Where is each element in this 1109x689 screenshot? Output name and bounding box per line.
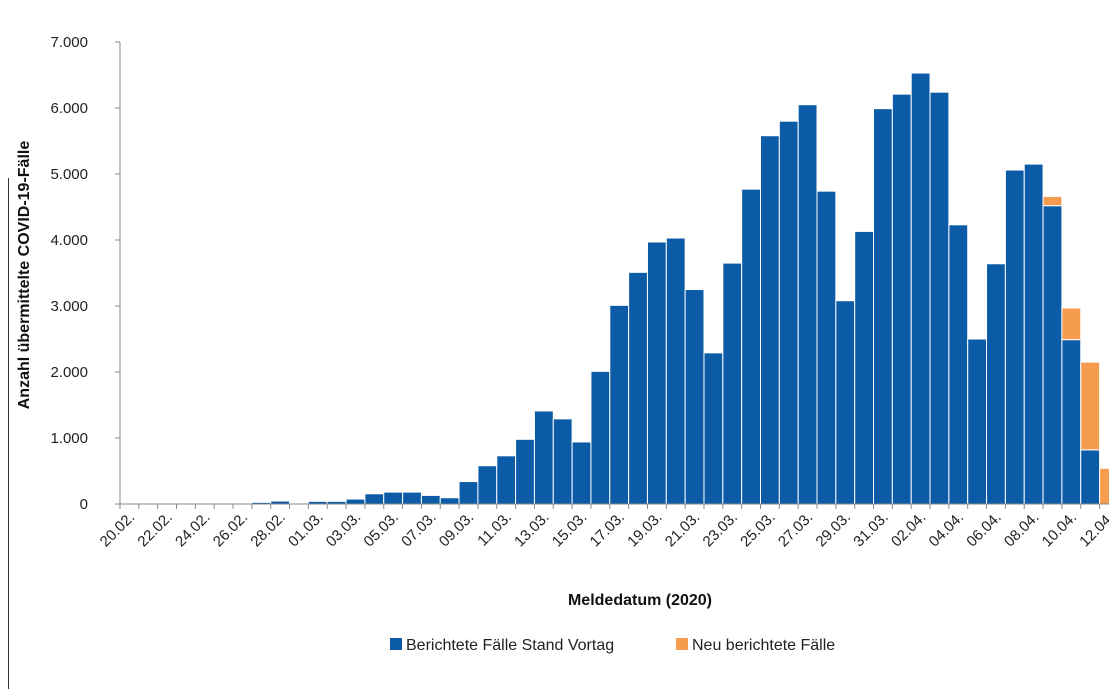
x-tick-label: 28.02. [247, 509, 289, 551]
bar-reported-23.03. [722, 262, 743, 505]
bar-reported-29.03. [835, 300, 856, 505]
x-tick-label: 15.03. [549, 509, 591, 551]
y-axis: 0 1.000 2.000 3.000 4.000 5.000 6.000 7.000 [50, 34, 121, 513]
bar-reported-11.03. [496, 455, 517, 505]
y-tick-label: 7.000 [50, 34, 88, 51]
y-tick-label: 0 [80, 496, 88, 513]
x-axis-title: Meldedatum (2020) [568, 592, 712, 609]
y-tick-label: 5.000 [50, 166, 88, 183]
bar-reported-24.03. [741, 188, 761, 505]
y-tick-label: 1.000 [50, 430, 88, 447]
y-tick-label: 6.000 [50, 100, 88, 117]
bar-reported-19.03. [646, 241, 667, 505]
bar-reported-04.04. [948, 224, 969, 505]
bar-reported-26.03. [778, 120, 799, 505]
bar-reported-28.03. [816, 190, 837, 505]
bar-reported-05.04. [967, 338, 988, 505]
bar-new-09.04. [1042, 195, 1063, 207]
bar-reported-08.04. [1023, 163, 1044, 505]
x-tick-label: 08.04. [1001, 509, 1043, 551]
x-tick-label: 07.03. [398, 509, 440, 551]
bar-reported-07.03. [420, 494, 441, 505]
bar-reported-31.03. [873, 108, 893, 505]
bar-reported-21.03. [684, 289, 705, 505]
x-tick-label: 17.03. [587, 509, 629, 551]
bars-layer [157, 72, 1109, 505]
x-tick-label: 29.03. [813, 509, 855, 551]
bar-reported-04.03. [364, 493, 385, 505]
bar-reported-06.03. [402, 491, 422, 505]
bar-reported-08.03. [439, 497, 460, 505]
left-frame-line [8, 178, 9, 689]
y-tick-label: 2.000 [50, 364, 88, 381]
bar-reported-16.03. [590, 370, 611, 505]
bar-reported-17.03. [609, 304, 630, 505]
bar-new-12.04. [1099, 467, 1109, 505]
bar-reported-18.03. [628, 271, 648, 505]
y-tick-label: 4.000 [50, 232, 88, 249]
y-axis-title: Anzahl übermittelte COVID-19-Fälle [16, 141, 33, 410]
x-tick-label: 13.03. [511, 509, 553, 551]
bar-reported-09.04. [1042, 205, 1063, 505]
bar-reported-22.03. [703, 352, 724, 505]
bar-reported-30.03. [854, 230, 875, 505]
x-tick-label: 05.03. [360, 509, 402, 551]
bar-reported-01.04. [891, 93, 912, 505]
x-tick-label: 11.03. [474, 509, 515, 550]
bar-reported-02.04. [910, 72, 931, 505]
x-tick-label: 21.03. [662, 509, 704, 551]
bar-reported-15.03. [571, 441, 592, 505]
x-tick-label: 19.03. [624, 509, 666, 551]
x-tick-label: 06.04. [963, 509, 1005, 551]
bar-reported-03.04. [929, 91, 950, 505]
bar-reported-12.03. [515, 438, 535, 505]
legend-swatch-reported [390, 638, 402, 650]
y-tick-label: 3.000 [50, 298, 88, 315]
x-tick-label: 24.02. [172, 509, 214, 551]
x-tick-label: 31.03. [850, 509, 892, 551]
bar-reported-14.03. [552, 418, 573, 505]
x-tick-label: 23.03. [700, 509, 742, 551]
x-tick-label: 27.03. [775, 509, 817, 551]
legend-swatch-new [676, 638, 688, 650]
bar-reported-10.04. [1061, 339, 1082, 505]
x-axis: 20.02.22.02.24.02.26.02.28.02.01.03.03.0… [97, 503, 1109, 551]
x-tick-label: 02.04. [888, 509, 930, 551]
bar-new-10.04. [1061, 307, 1082, 341]
x-tick-label: 26.02. [210, 509, 252, 551]
x-tick-label: 09.03. [436, 509, 478, 551]
x-tick-label: 25.03. [737, 509, 779, 551]
x-tick-label: 12.04. [1076, 509, 1109, 551]
bar-reported-05.03. [383, 491, 404, 505]
bar-reported-06.04. [986, 263, 1006, 505]
bar-reported-11.04. [1080, 449, 1101, 505]
x-tick-label: 03.03. [323, 509, 365, 551]
bar-reported-20.03. [665, 237, 686, 505]
x-tick-label: 01.03. [285, 509, 327, 551]
x-tick-label: 22.02. [134, 509, 176, 551]
legend-label-new: Neu berichtete Fälle [692, 637, 835, 654]
bar-reported-07.04. [1004, 169, 1025, 505]
bar-reported-27.03. [797, 104, 818, 505]
x-tick-label: 10.04. [1039, 509, 1081, 551]
legend-label-reported: Berichtete Fälle Stand Vortag [406, 637, 614, 654]
x-tick-label: 04.04. [926, 509, 968, 551]
legend: Berichtete Fälle Stand Vortag Neu berich… [390, 637, 835, 654]
bar-reported-03.03. [345, 498, 366, 505]
bar-reported-09.03. [458, 481, 479, 505]
bar-reported-10.03. [477, 465, 498, 505]
bar-new-11.04. [1080, 361, 1101, 451]
x-tick-label: 20.02. [97, 509, 139, 551]
bar-reported-25.03. [759, 135, 780, 505]
bar-reported-13.03. [533, 410, 554, 505]
